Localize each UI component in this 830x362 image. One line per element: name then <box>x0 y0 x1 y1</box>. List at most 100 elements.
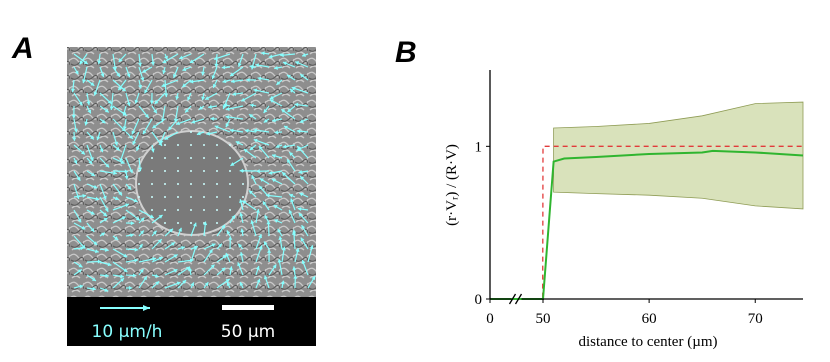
velocity-arrowhead <box>205 96 210 100</box>
grid-dot <box>190 170 192 172</box>
velocity-arrowhead <box>140 217 145 222</box>
grid-dot <box>164 144 166 146</box>
velocity-arrowhead <box>143 276 147 281</box>
velocity-arrowhead <box>298 213 303 217</box>
velocity-arrowhead <box>128 285 133 291</box>
velocity-arrowhead <box>136 146 140 151</box>
velocity-arrowhead <box>87 109 92 114</box>
velocity-arrowhead <box>173 254 178 259</box>
length-scale-bar <box>222 305 274 310</box>
velocity-arrowhead <box>93 184 98 189</box>
velocity-arrowhead <box>293 275 298 279</box>
velocity-arrowhead <box>189 79 194 84</box>
grid-dot <box>216 196 218 198</box>
velocity-arrowhead <box>101 119 106 124</box>
velocity-arrowhead <box>282 172 287 177</box>
velocity-arrowhead <box>73 128 78 133</box>
velocity-arrowhead <box>264 215 269 220</box>
velocity-arrowhead <box>78 101 83 106</box>
velocity-arrowhead <box>152 257 156 262</box>
velocity-arrowhead <box>259 178 264 183</box>
grid-dot <box>164 222 166 224</box>
grid-dot <box>151 170 153 172</box>
velocity-arrowhead <box>81 150 85 155</box>
grid-dot <box>177 196 179 198</box>
velocity-arrowhead <box>114 236 119 240</box>
grid-dot <box>190 183 192 185</box>
velocity-arrowhead <box>74 70 79 75</box>
velocity-arrowhead <box>294 102 299 107</box>
velocity-arrowhead <box>255 209 260 213</box>
velocity-arrowhead <box>185 108 189 113</box>
velocity-arrowhead <box>302 52 306 57</box>
velocity-arrowhead <box>164 93 169 98</box>
velocity-arrowhead <box>150 61 155 66</box>
velocity-arrowhead <box>92 286 96 291</box>
velocity-arrowhead <box>127 185 132 190</box>
velocity-arrowhead <box>154 100 159 105</box>
panel-label: A <box>11 32 34 65</box>
velocity-arrowhead <box>120 274 124 279</box>
velocity-arrowhead <box>176 121 181 126</box>
velocity-arrowhead <box>155 281 160 286</box>
velocity-arrowhead <box>132 273 137 278</box>
velocity-arrowhead <box>239 168 244 173</box>
velocity-arrowhead <box>113 171 117 176</box>
velocity-arrowhead <box>287 159 291 164</box>
velocity-arrowhead <box>119 158 124 162</box>
grid-dot <box>203 157 205 159</box>
velocity-arrowhead <box>232 91 237 97</box>
velocity-arrowhead <box>292 266 297 271</box>
velocity-arrowhead <box>225 106 230 111</box>
velocity-arrowhead <box>97 259 102 264</box>
velocity-arrowhead <box>272 264 277 269</box>
velocity-arrowhead <box>212 83 217 88</box>
velocity-arrowhead <box>237 262 242 267</box>
x-axis-label: distance to center (µm) <box>579 334 718 350</box>
velocity-arrowhead <box>221 65 226 70</box>
velocity-arrowhead <box>217 243 222 248</box>
velocity-arrowhead <box>114 141 119 146</box>
velocity-arrowhead <box>142 130 147 135</box>
velocity-arrowhead <box>188 267 193 272</box>
velocity-arrowhead <box>77 218 82 223</box>
velocity-arrowhead <box>121 87 126 92</box>
velocity-arrowhead <box>138 167 143 172</box>
velocity-arrowhead <box>274 219 279 223</box>
velocity-arrowhead <box>71 115 76 119</box>
velocity-arrowhead <box>263 275 268 280</box>
micrograph <box>67 47 316 297</box>
velocity-arrowhead <box>266 220 271 225</box>
velocity-arrowhead <box>142 68 147 73</box>
velocity-arrowhead <box>116 72 120 77</box>
velocity-arrowhead <box>187 96 191 101</box>
velocity-arrowhead <box>126 73 131 78</box>
velocity-arrowhead <box>157 239 162 244</box>
grid-dot <box>216 183 218 185</box>
velocity-arrowhead <box>185 266 190 271</box>
velocity-arrowhead <box>286 74 291 79</box>
velocity-arrowhead <box>296 129 301 134</box>
velocity-arrowhead <box>268 170 273 175</box>
velocity-arrowhead <box>245 128 249 133</box>
velocity-arrowhead <box>240 228 245 233</box>
velocity-arrowhead <box>211 243 216 248</box>
grid-dot <box>229 183 231 185</box>
grid-dot <box>190 222 192 224</box>
grid-dot <box>164 209 166 211</box>
grid-dot <box>190 144 192 146</box>
velocity-arrowhead <box>246 77 250 82</box>
velocity-arrowhead <box>297 206 302 212</box>
velocity-arrowhead <box>109 106 114 110</box>
velocity-arrowhead <box>238 243 243 248</box>
grid-dot <box>229 209 231 211</box>
grid-dot <box>216 144 218 146</box>
velocity-arrowhead <box>169 228 174 233</box>
velocity-arrowhead <box>139 230 144 235</box>
velocity-arrowhead <box>210 116 214 121</box>
velocity-arrowhead <box>91 277 96 281</box>
velocity-arrowhead <box>239 282 244 287</box>
data-line <box>490 145 803 300</box>
velocity-arrowhead <box>230 72 235 76</box>
grid-dot <box>203 209 205 211</box>
